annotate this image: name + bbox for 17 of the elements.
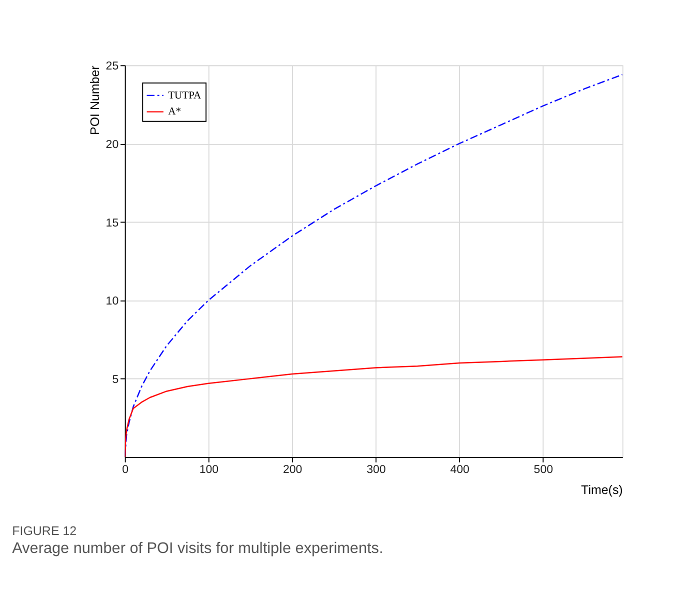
x-tick-label: 500 bbox=[534, 464, 554, 476]
y-tick-label: 10 bbox=[106, 296, 119, 308]
y-tick-label: 15 bbox=[106, 217, 119, 230]
text: FIGURE 12 bbox=[12, 524, 77, 538]
x-tick-label: 400 bbox=[450, 464, 470, 476]
y-tick-label: 5 bbox=[112, 374, 119, 386]
y-tick-label: 20 bbox=[106, 138, 119, 151]
text: Average number of POI visits for multiple experiments. bbox=[12, 540, 384, 558]
x-tick-label: 100 bbox=[199, 464, 219, 476]
x-tick-label: 300 bbox=[366, 464, 386, 476]
y-axis-title: POI Number bbox=[88, 66, 102, 135]
legend-label: A* bbox=[168, 106, 181, 118]
x-tick-label: 200 bbox=[282, 464, 302, 476]
legend-label: TUTPA bbox=[168, 90, 202, 102]
x-axis-title: Time(s) bbox=[581, 483, 623, 498]
y-tick-label: 25 bbox=[106, 60, 119, 73]
x-tick-label: 0 bbox=[122, 464, 129, 476]
